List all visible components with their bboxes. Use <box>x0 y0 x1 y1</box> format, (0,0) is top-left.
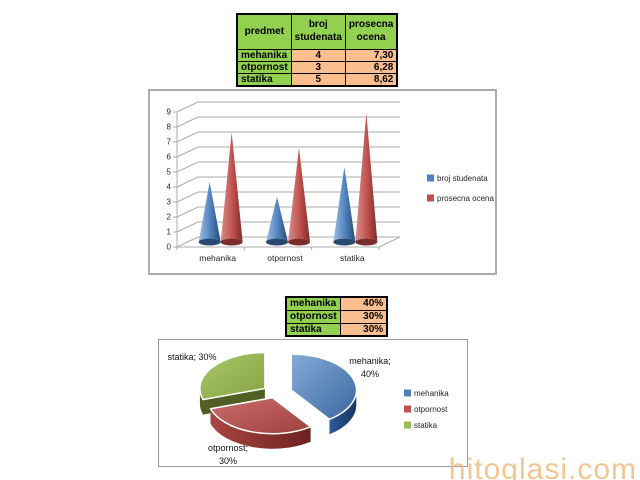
pie-slice-side <box>210 408 311 449</box>
cone-base <box>288 238 310 246</box>
legend-swatch-icon <box>404 389 411 397</box>
gridline <box>176 176 400 188</box>
table-cell: 7,30 <box>344 48 398 62</box>
y-axis-tick-label: 6 <box>167 153 172 162</box>
legend-label: prosecna ocena <box>437 194 494 203</box>
table-cell: 40% <box>339 296 388 311</box>
legend-label: statika <box>414 421 438 430</box>
pie-chart-frame: mehanika; 40% otpornost; 30% statika; 30% meh… <box>158 339 468 467</box>
table-row: mehanika 40% <box>285 296 388 311</box>
table-cell: 6,28 <box>344 60 398 74</box>
legend-label: otpornost <box>414 405 448 414</box>
table-cell: otpornost <box>236 60 292 74</box>
table-cell: 4 <box>290 48 346 62</box>
table-cell: mehanika <box>285 296 341 311</box>
cone-broj-studenata <box>198 182 221 242</box>
pie-data-label: 40% <box>361 369 379 379</box>
cone-base <box>355 238 378 246</box>
table-cell: 30% <box>339 309 388 324</box>
pie-chart-svg: mehanika; 40% otpornost; 30% statika; 30% meh… <box>167 351 449 466</box>
table-cell: 30% <box>339 322 388 337</box>
table-row: otpornost 3 6,28 <box>236 60 398 74</box>
y-axis-tick-label: 1 <box>167 228 172 237</box>
y-axis-tick-label: 4 <box>167 183 172 192</box>
table-row: statika 30% <box>285 322 388 337</box>
pie-slice-mehanika <box>290 353 358 421</box>
header-cell: prosecna ocena <box>344 13 398 50</box>
gridline <box>176 221 400 233</box>
pie-data-label: 30% <box>219 456 237 466</box>
legend-swatch-icon <box>427 194 434 202</box>
pie-data-label: mehanika; <box>349 356 391 366</box>
cone-chart-frame: 0 1 2 3 4 5 6 7 8 9 mehanika otpornost statika broj s… <box>148 89 497 275</box>
pie-slice-otpornost <box>209 396 312 435</box>
cone-base <box>220 238 243 246</box>
gridline <box>176 146 400 158</box>
percent-table: mehanika 40% otpornost 30% statika 30% <box>285 296 389 337</box>
legend-swatch-icon <box>404 421 411 429</box>
legend-label: broj studenata <box>437 174 488 183</box>
category-label: mehanika <box>199 253 236 263</box>
cone-prosecna-ocena <box>220 132 243 242</box>
table-cell: 5 <box>290 72 346 86</box>
y-axis-tick-label: 8 <box>167 123 172 132</box>
header-row: predmet broj studenata prosecna ocena <box>236 13 398 50</box>
cone-prosecna-ocena <box>355 112 378 242</box>
cone-base <box>333 238 356 246</box>
table-cell: statika <box>236 72 292 86</box>
legend-label: mehanika <box>414 389 449 398</box>
table-cell: statika <box>285 322 341 337</box>
y-axis-tick-label: 0 <box>167 243 172 252</box>
y-axis-tick-label: 2 <box>167 213 172 222</box>
legend-swatch-icon <box>404 405 411 413</box>
pie-slice-statika <box>199 351 266 401</box>
gridline <box>176 101 400 113</box>
table-row: otpornost 30% <box>285 309 388 324</box>
gridline <box>176 161 400 173</box>
y-axis-tick-label: 9 <box>167 108 172 117</box>
gridline <box>176 236 400 248</box>
cone-base <box>198 238 221 246</box>
category-label: otpornost <box>267 253 303 263</box>
legend-swatch-icon <box>427 174 434 182</box>
header-cell: broj studenata <box>290 13 346 50</box>
y-axis-tick-label: 3 <box>167 198 172 207</box>
gridline <box>176 206 400 218</box>
table-cell: mehanika <box>236 48 292 62</box>
table-cell: 8,62 <box>344 72 398 86</box>
table-cell: 3 <box>290 60 346 74</box>
cone-prosecna-ocena <box>288 147 310 242</box>
gridline <box>176 116 400 128</box>
y-axis-tick-label: 5 <box>167 168 172 177</box>
subject-grades-table: predmet broj studenata prosecna ocena mehan… <box>236 13 399 87</box>
table-row: statika 5 8,62 <box>236 72 398 86</box>
cone-broj-studenata <box>333 167 356 242</box>
watermark: hitoglasi.com <box>448 453 637 480</box>
gridline <box>176 131 400 143</box>
cone-base <box>266 238 288 246</box>
y-axis-tick-label: 7 <box>167 138 172 147</box>
header-cell: predmet <box>236 13 292 50</box>
cone-chart-svg: 0 1 2 3 4 5 6 7 8 9 mehanika otpornost statika broj s… <box>167 101 494 263</box>
category-label: statika <box>340 253 365 263</box>
pie-data-label: statika; 30% <box>167 352 216 362</box>
cone-broj-studenata <box>266 197 288 242</box>
table-cell: otpornost <box>285 309 341 324</box>
gridline <box>176 191 400 203</box>
table-row: mehanika 4 7,30 <box>236 48 398 62</box>
pie-data-label: otpornost; <box>208 443 248 453</box>
